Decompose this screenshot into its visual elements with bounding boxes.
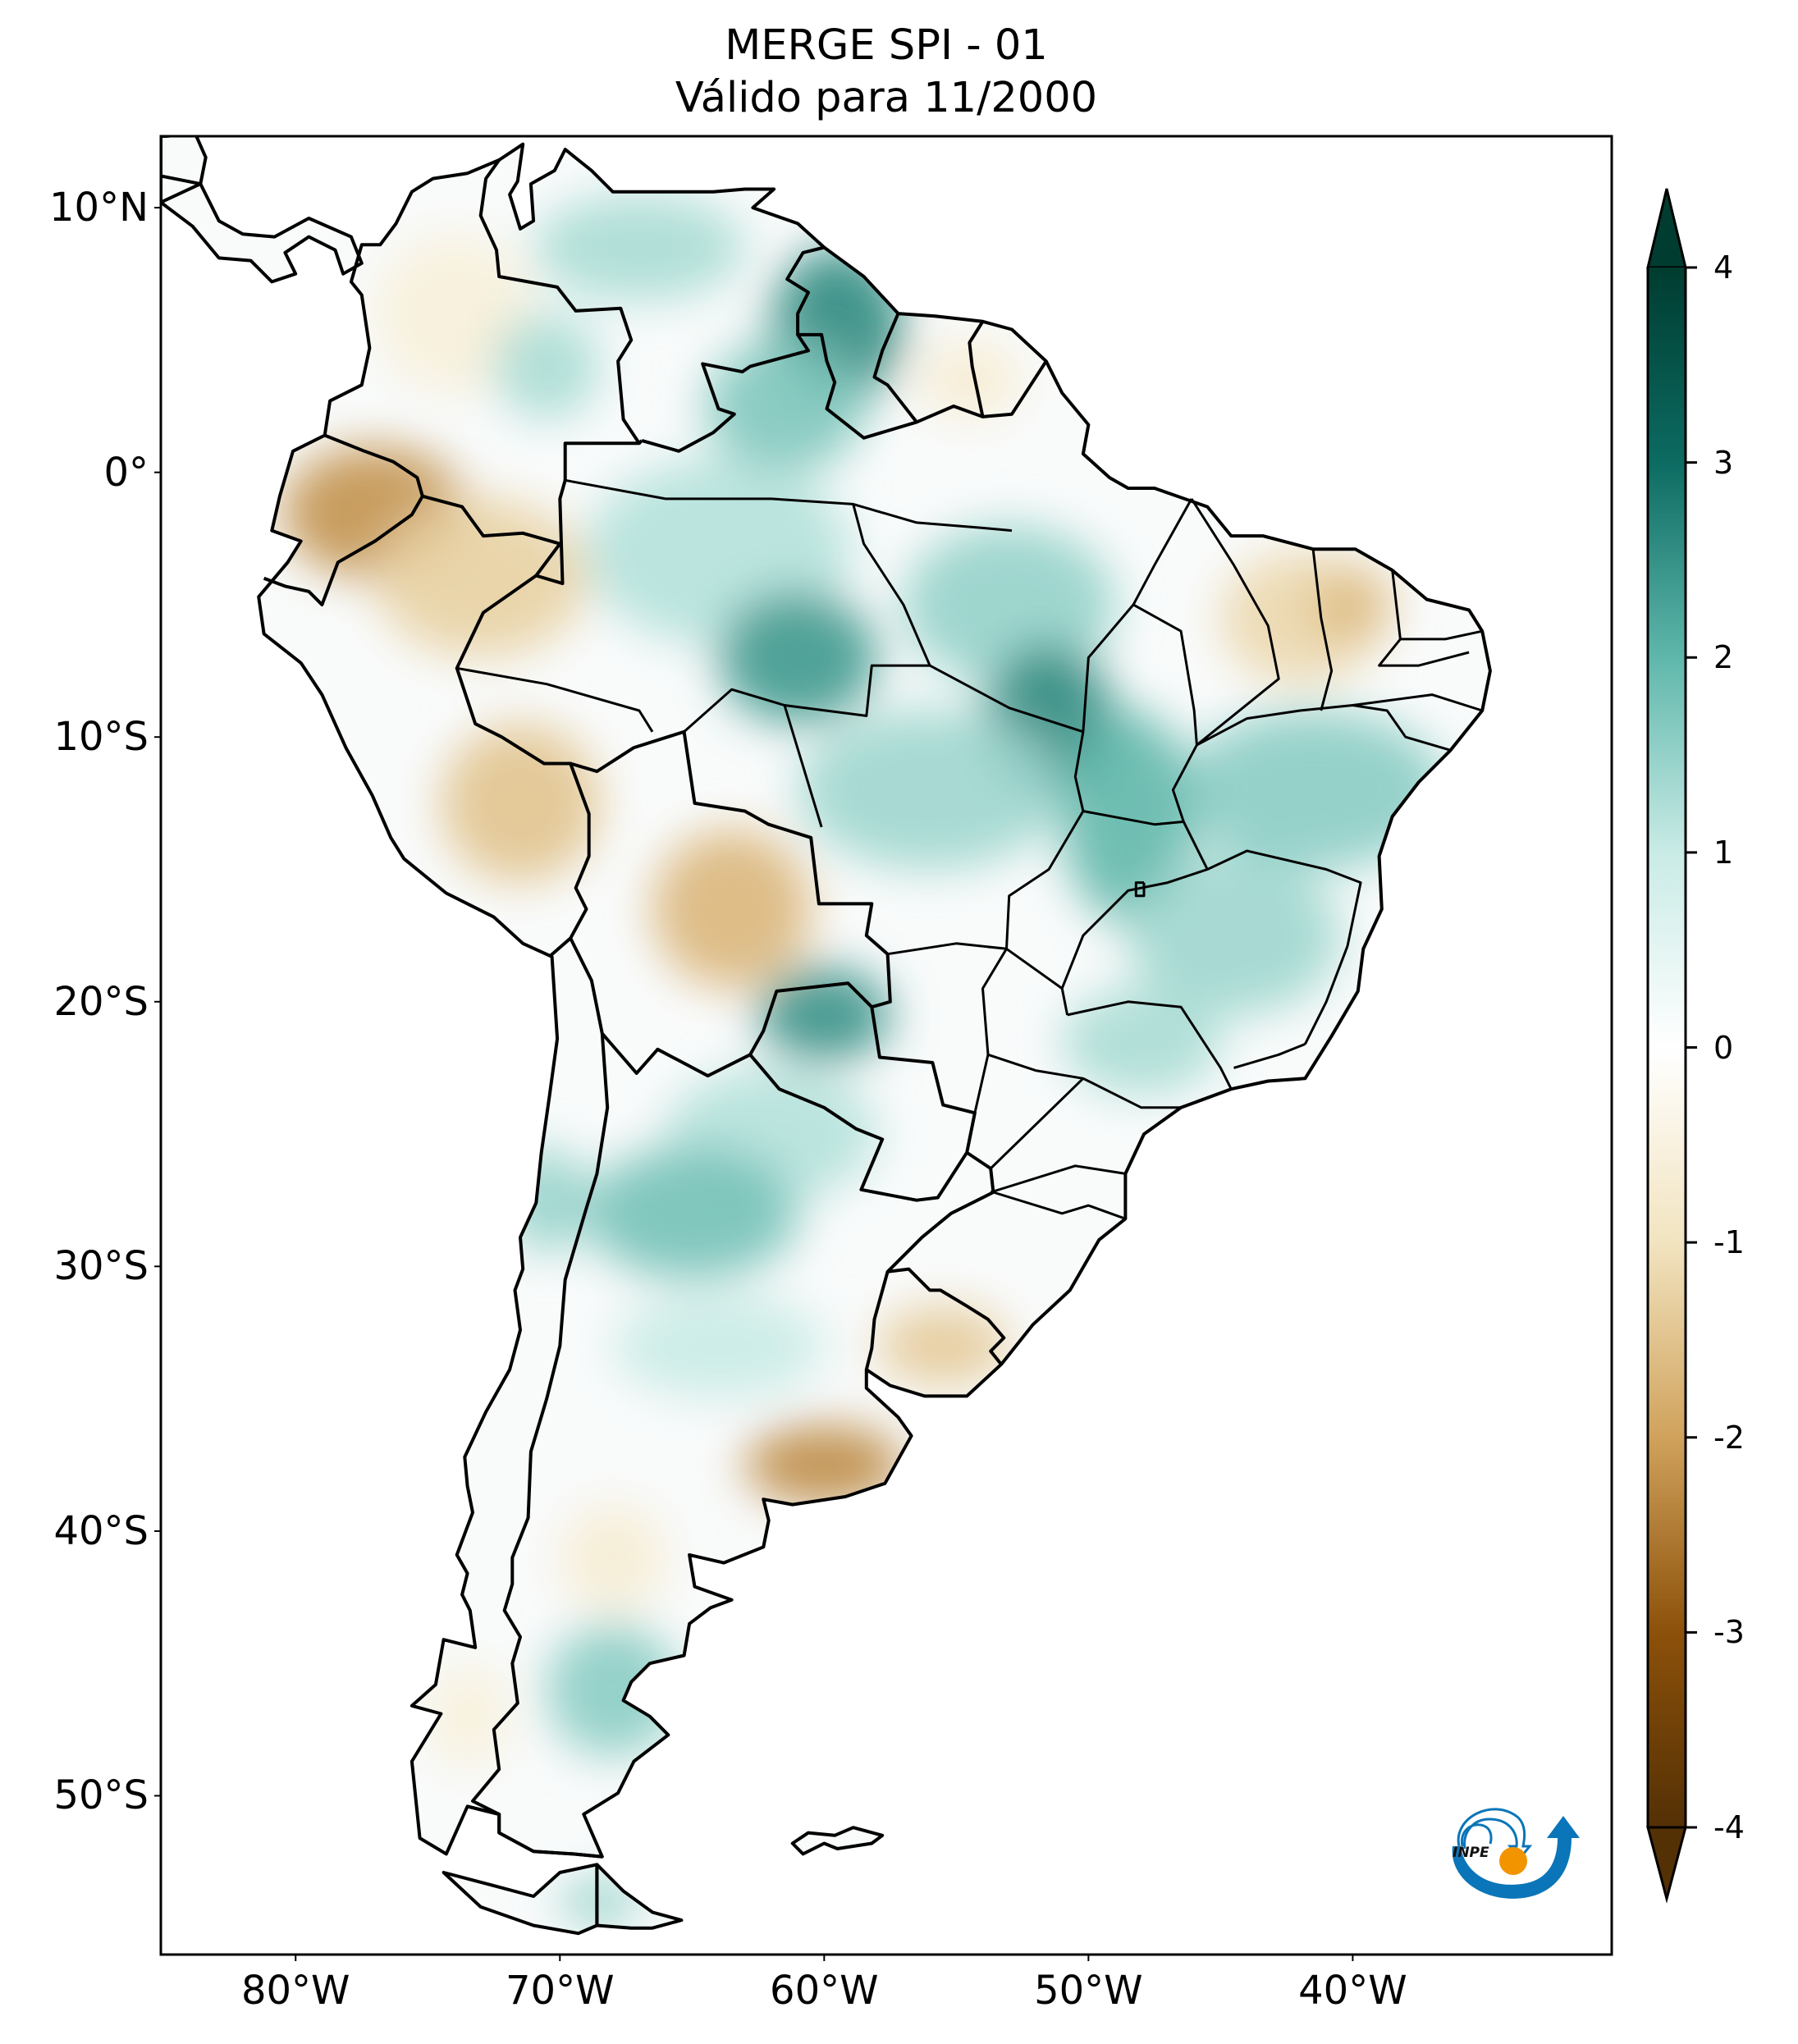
y-tick-label: 0°: [103, 449, 149, 496]
country-border: [478, 158, 641, 586]
x-tick-label: 80°W: [240, 1968, 350, 2014]
country-border: [570, 729, 892, 1009]
x-tick-label: 60°W: [770, 1968, 879, 2014]
state-border: [1206, 849, 1362, 947]
anomaly-region-sao-paulo: [1062, 988, 1221, 1095]
x-tick-label: 50°W: [1034, 1968, 1143, 2014]
colorbar-tick-label: -1: [1713, 1224, 1745, 1261]
state-border: [1304, 945, 1349, 1045]
state-border: [990, 1077, 1084, 1170]
colorbar-tick-label: 0: [1713, 1029, 1734, 1066]
x-tick-label: 70°W: [505, 1968, 615, 2014]
colorbar-body: [1648, 268, 1686, 1827]
state-border: [1134, 881, 1146, 898]
colorbar-tick-label: 1: [1713, 834, 1734, 871]
country-border: [872, 313, 918, 423]
anomaly-region-roraima: [705, 340, 864, 473]
y-tick-label: 10°N: [49, 185, 149, 231]
coastline-tierra-del-fuego: [441, 1863, 684, 1936]
colorbar-extend-bottom: [1646, 1826, 1687, 1904]
state-border: [887, 942, 1007, 956]
anomaly-region-argentina-pampa: [612, 1292, 825, 1399]
anomaly-region-tocantins-goias: [1062, 710, 1195, 923]
chart-subtitle: Válido para 11/2000: [675, 74, 1098, 122]
anomaly-region-bahia: [1181, 710, 1446, 870]
country-border: [864, 1271, 890, 1370]
state-border: [1378, 569, 1470, 667]
state-border: [973, 948, 1008, 1113]
inpe-logo-text: INPE: [1453, 1845, 1489, 1861]
y-tick-label: 20°S: [53, 978, 149, 1025]
spi-field: [161, 136, 1490, 1934]
state-border: [1233, 1043, 1306, 1069]
anomaly-region-buenos-aires-south: [744, 1424, 904, 1505]
state-border: [1311, 549, 1334, 711]
country-border: [467, 1804, 500, 1816]
country-border: [885, 1150, 1006, 1365]
anomaly-region-para-central: [903, 525, 1115, 684]
country-border: [968, 320, 985, 418]
country-border: [798, 332, 1048, 440]
anomaly-region-argentina-cordoba: [586, 1147, 798, 1280]
coastline: [257, 142, 1492, 1859]
state-border: [1082, 603, 1198, 826]
anomaly-region-amapa-guyanas: [917, 340, 1023, 420]
anomaly-region-patagonia-north: [560, 1504, 666, 1611]
country-border: [641, 245, 825, 453]
state-border: [1190, 498, 1280, 747]
country-border: [471, 1033, 610, 1859]
anomaly-region-bolivia-central: [652, 830, 812, 989]
anomaly-region-pantanal-paraguay: [757, 967, 890, 1063]
anomaly-region-tierra-del-fuego: [560, 1880, 639, 1923]
chart-title: MERGE SPI - 01: [725, 21, 1048, 70]
country-border: [638, 439, 643, 445]
state-border: [992, 1191, 1126, 1220]
country-border: [263, 433, 424, 606]
state-border: [783, 705, 823, 828]
y-tick-label: 40°S: [53, 1507, 149, 1554]
colorbar: [1646, 188, 1697, 1904]
anomaly-region-chile-south: [428, 1663, 507, 1770]
y-tick-label: 30°S: [53, 1243, 149, 1290]
map-frame: [159, 135, 1613, 1956]
colorbar-tick-label: -3: [1713, 1614, 1745, 1651]
x-tick-label: 40°W: [1298, 1968, 1407, 2014]
state-border: [1060, 821, 1209, 990]
anomaly-region-ceara: [1313, 565, 1393, 645]
colorbar-tick-label: -2: [1713, 1419, 1745, 1456]
colorbar-tick-label: 3: [1713, 444, 1734, 481]
colorbar-tick-label: 2: [1713, 639, 1734, 676]
anomaly-region-colombia-central: [493, 313, 600, 420]
state-border: [456, 666, 654, 733]
state-border: [1352, 693, 1483, 712]
y-tick-label: 10°S: [53, 714, 149, 761]
state-border: [1005, 731, 1085, 1016]
inpe-logo-icon: INPE: [1452, 1808, 1580, 1899]
anomaly-region-minas-gerais: [1128, 856, 1340, 1015]
colorbar-tick-label: -4: [1713, 1809, 1745, 1845]
state-border: [1067, 1000, 1233, 1090]
state-border: [990, 1164, 1126, 1194]
colorbar-extend-top: [1646, 188, 1687, 269]
coastline-central-america: [161, 136, 208, 204]
anomaly-region-amazonas-south: [718, 591, 877, 725]
anomaly-region-mato-grosso: [798, 710, 1063, 870]
anomaly-region-peru-amazon: [374, 498, 587, 658]
state-border: [929, 664, 1084, 734]
anomaly-region-patagonia-central: [547, 1623, 679, 1757]
anomaly-region-uruguay: [876, 1306, 1009, 1386]
country-border: [569, 937, 873, 1078]
coastline-falklands: [790, 1826, 885, 1856]
country-border: [748, 1006, 977, 1202]
anomaly-region-venezuela-north: [533, 194, 745, 300]
state-border: [1400, 629, 1483, 641]
anomaly-region-colombia-north: [374, 234, 534, 393]
colorbar-tick-label: 4: [1713, 249, 1734, 286]
country-border: [422, 494, 562, 577]
state-border: [683, 504, 931, 733]
coastline-panama: [161, 174, 364, 284]
y-tick-label: 50°S: [53, 1772, 149, 1819]
